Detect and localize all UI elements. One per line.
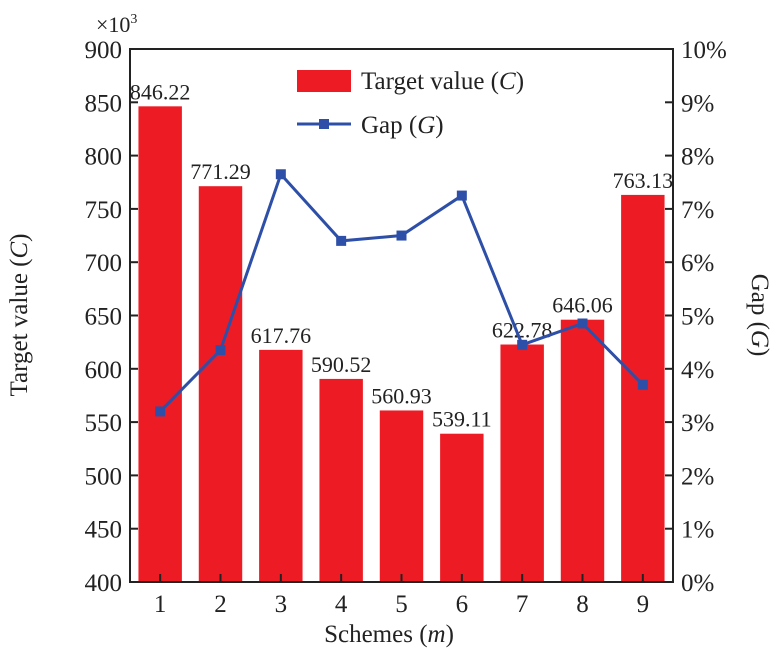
legend: Target value (C) Gap (G) (297, 68, 524, 139)
right-tick-label: 4% (681, 357, 714, 384)
right-tick-label: 3% (681, 410, 714, 437)
bar-label-1: 846.22 (130, 79, 191, 104)
bar-label-2: 771.29 (190, 159, 251, 184)
x-axis-ticks: 1 2 3 4 5 6 7 8 9 (154, 574, 649, 618)
gap-point-4 (336, 235, 347, 246)
bar-3 (259, 349, 303, 582)
left-tick-label: 900 (85, 37, 123, 64)
gap-point-2 (215, 345, 226, 356)
gap-point-5 (396, 230, 407, 241)
x-tick-label: 8 (576, 591, 589, 618)
legend-swatch-target-value (297, 70, 351, 92)
right-tick-label: 5% (681, 304, 714, 331)
right-axis-title: Gap (G) (746, 274, 771, 357)
gap-point-6 (456, 190, 467, 201)
legend-label-target-value: Target value (C) (361, 68, 524, 95)
left-axis-ticks: 400 450 500 550 600 650 700 750 800 850 900 (85, 37, 138, 597)
right-tick-label: 8% (681, 144, 714, 171)
x-tick-label: 3 (275, 591, 288, 618)
right-tick-label: 9% (681, 90, 714, 117)
bar-label-4: 590.52 (311, 352, 372, 377)
bar-2 (198, 186, 243, 582)
gap-point-7 (517, 339, 528, 350)
right-tick-label: 0% (681, 570, 714, 597)
x-axis-title: Schemes (m) (324, 621, 454, 648)
bar-label-6: 539.11 (432, 407, 492, 432)
x-tick-label: 9 (637, 591, 650, 618)
right-tick-label: 1% (681, 517, 714, 544)
left-tick-label: 550 (85, 410, 123, 437)
x-tick-label: 1 (154, 591, 167, 618)
left-tick-label: 600 (85, 357, 123, 384)
bar-7 (500, 344, 544, 582)
left-tick-label: 850 (85, 90, 123, 117)
legend-marker-gap (319, 119, 329, 129)
legend-label-gap: Gap (G) (361, 112, 444, 139)
left-tick-label: 450 (85, 517, 123, 544)
x-tick-label: 6 (456, 591, 469, 618)
y-axis-multiplier: ×103 (96, 12, 137, 37)
bar-label-8: 646.06 (552, 293, 613, 318)
gap-point-3 (275, 169, 286, 180)
left-tick-label: 650 (85, 304, 123, 331)
right-tick-label: 10% (681, 37, 727, 64)
left-tick-label: 400 (85, 570, 123, 597)
x-tick-label: 7 (516, 591, 529, 618)
left-tick-label: 700 (85, 250, 123, 277)
gap-point-9 (637, 379, 648, 390)
gap-point-1 (155, 406, 166, 417)
bar-label-5: 560.93 (371, 383, 432, 408)
bar-4 (319, 378, 363, 582)
x-tick-label: 5 (395, 591, 408, 618)
right-tick-label: 6% (681, 250, 714, 277)
bar-5 (379, 410, 424, 582)
right-tick-label: 7% (681, 197, 714, 224)
right-axis-ticks: 0% 1% 2% 3% 4% 5% 6% 7% 8% 9% 10% (665, 37, 727, 597)
left-axis-title: Target value (C) (6, 233, 33, 396)
bar-data-labels: 846.22771.29617.76590.52560.93539.11622.… (130, 79, 673, 431)
left-tick-label: 750 (85, 197, 123, 224)
bar-label-9: 763.13 (613, 168, 674, 193)
left-tick-label: 500 (85, 463, 123, 490)
bar-6 (440, 433, 484, 582)
gap-point-8 (577, 318, 588, 329)
x-tick-label: 4 (335, 591, 348, 618)
left-tick-label: 800 (85, 144, 123, 171)
x-tick-label: 2 (214, 591, 227, 618)
bar-label-3: 617.76 (251, 323, 312, 348)
right-tick-label: 2% (681, 463, 714, 490)
bar-1 (138, 106, 182, 583)
gap-line-series (155, 169, 648, 417)
bar-series (138, 106, 665, 583)
bar-8 (560, 319, 605, 582)
